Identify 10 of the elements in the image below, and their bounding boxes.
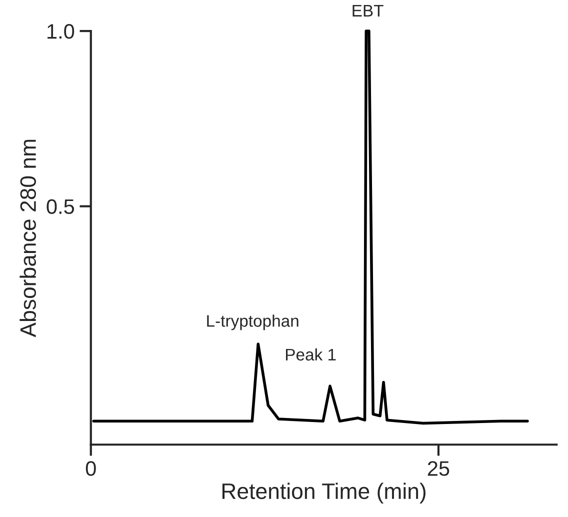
x-tick-label: 0 [86, 461, 96, 476]
y-tick-label: 1.0 [48, 24, 74, 39]
y-tick-label: 0.5 [46, 199, 74, 214]
line-series [92, 30, 529, 425]
annotation: Peak 1 [286, 348, 336, 361]
y-axis-title: Absorbance 280 nm [20, 140, 36, 338]
annotation: EBT [352, 4, 384, 16]
x-tick-label: 25 [428, 461, 450, 476]
annotation: L-tryptophan [207, 314, 298, 330]
x-axis-title: Retention Time (min) [222, 482, 426, 504]
